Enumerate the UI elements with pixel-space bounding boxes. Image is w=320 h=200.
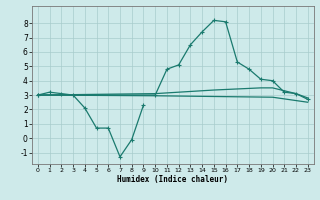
X-axis label: Humidex (Indice chaleur): Humidex (Indice chaleur) xyxy=(117,175,228,184)
